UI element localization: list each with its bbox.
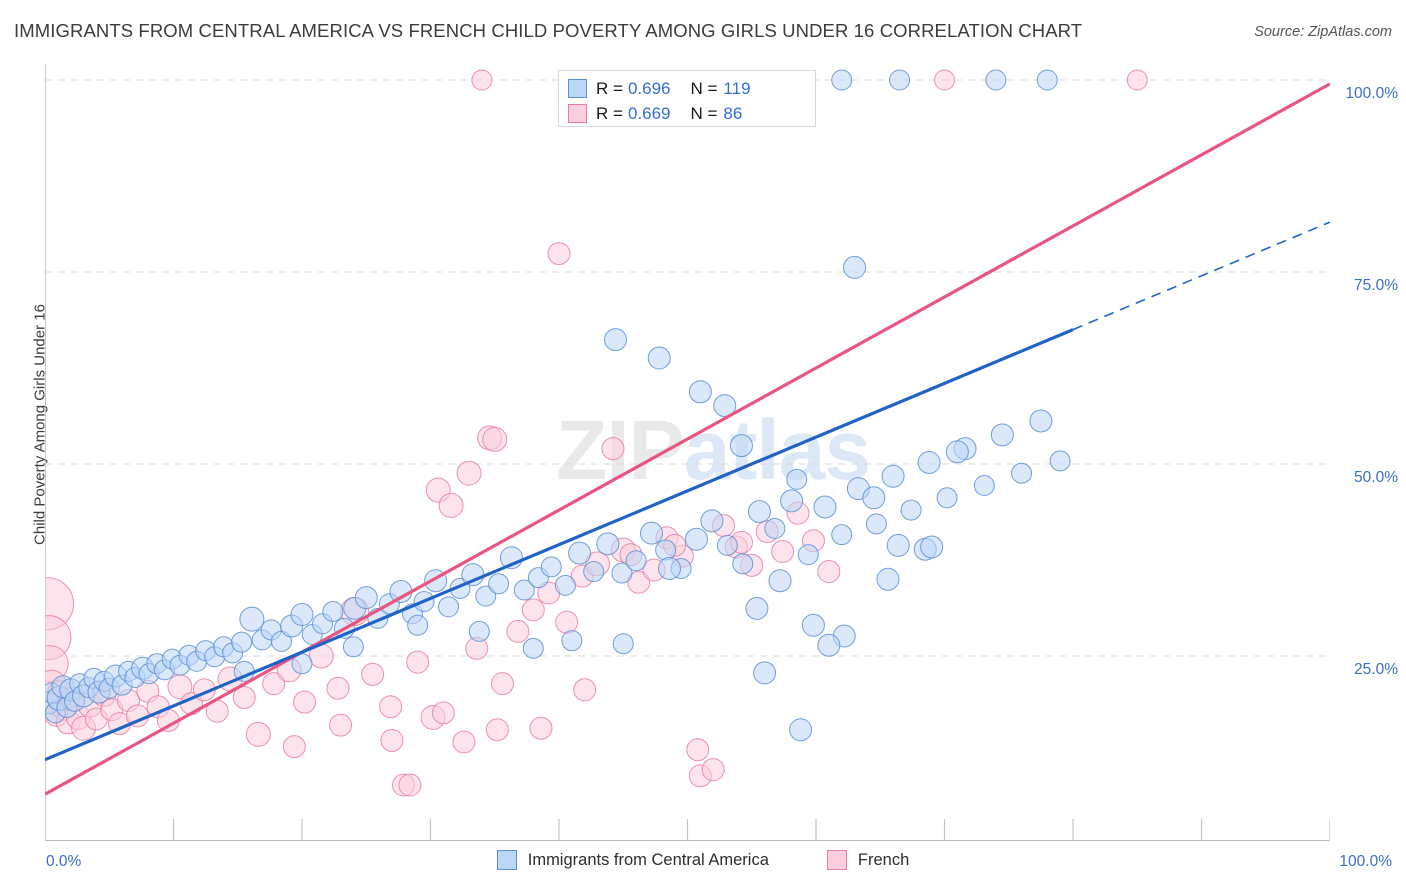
legend-label: French (857, 850, 910, 869)
scatter-series-blue (45, 69, 1071, 742)
n-label: N = (690, 103, 718, 123)
trend-line-blue (45, 328, 1074, 762)
legend-item-french[interactable]: French (826, 850, 910, 870)
scatter-svg (45, 64, 1330, 841)
axis-lines (45, 64, 1330, 841)
legend-swatch-blue (496, 850, 517, 870)
x-tick-label-min: 0.0% (46, 853, 82, 870)
scatter-series-pink (45, 69, 1148, 797)
plot-area (45, 64, 1330, 841)
trend-lines (45, 82, 1330, 796)
r-value: 0.669 (627, 103, 671, 123)
source-attribution: Source: ZipAtlas.com (1254, 24, 1392, 40)
r-value: 0.696 (627, 78, 671, 98)
trend-line-pink (45, 82, 1330, 796)
n-value: 86 (723, 103, 743, 123)
r-label: R = (596, 78, 623, 98)
correlation-stats-legend: R = 0.696 N = 119 R = 0.669 N = 86 (558, 70, 816, 127)
page-title: IMMIGRANTS FROM CENTRAL AMERICA VS FRENC… (14, 20, 1083, 41)
series-legend: Immigrants from Central America French (0, 850, 1406, 870)
n-value: 119 (723, 78, 751, 98)
y-tick-label-100: 100.0% (1345, 85, 1398, 102)
legend-swatch-pink (826, 850, 847, 870)
y-tick-label-50: 50.0% (1354, 469, 1398, 486)
y-tick-label-75: 75.0% (1354, 277, 1398, 294)
stat-swatch-blue (568, 79, 587, 98)
trend-line-blue-extrapolated (1072, 221, 1330, 331)
legend-item-immigrants-central-america[interactable]: Immigrants from Central America (496, 850, 769, 870)
x-tick-label-max: 100.0% (1339, 853, 1392, 870)
r-label: R = (596, 103, 623, 123)
legend-label: Immigrants from Central America (527, 850, 769, 869)
stat-swatch-pink (568, 104, 587, 123)
n-label: N = (690, 78, 718, 98)
stat-row-pink: R = 0.669 N = 86 (568, 101, 806, 126)
stat-row-blue: R = 0.696 N = 119 (568, 76, 806, 101)
y-tick-label-25: 25.0% (1354, 661, 1398, 678)
